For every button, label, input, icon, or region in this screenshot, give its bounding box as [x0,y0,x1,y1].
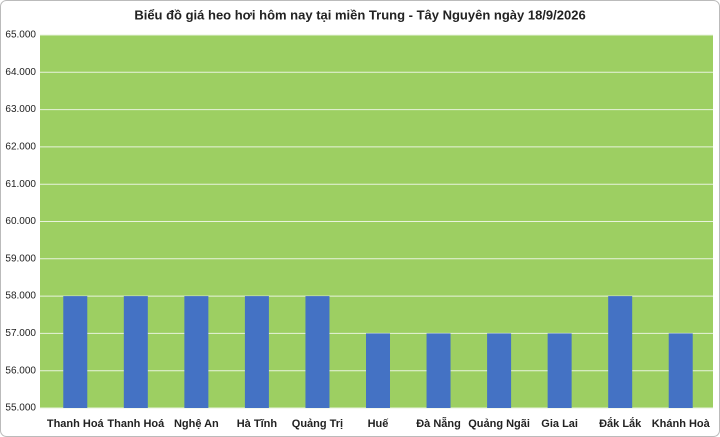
y-tick-label: 61.000 [5,179,36,190]
bar [426,333,451,408]
x-tick-label: Thanh Hoá [107,418,165,430]
bar [608,296,633,408]
bar [123,296,148,408]
y-tick-label: 60.000 [5,216,36,227]
bar [63,296,88,408]
bar [487,333,512,408]
x-tick-label: Đà Nẵng [416,417,461,430]
y-tick-label: 56.000 [5,365,36,376]
x-tick-label: Quảng Ngãi [468,418,530,430]
x-tick-label: Nghệ An [174,418,219,430]
x-tick-label: Khánh Hoà [652,418,711,430]
y-tick-label: 64.000 [5,67,36,78]
y-tick-label: 58.000 [5,291,36,302]
x-tick-label: Hà Tĩnh [237,418,278,430]
y-tick-label: 55.000 [5,403,36,414]
bar [184,296,209,408]
bar [547,333,572,408]
y-tick-label: 63.000 [5,104,36,115]
x-tick-label: Gia Lai [541,418,578,430]
bar [244,296,269,408]
x-tick-label: Huế [368,418,390,430]
y-tick-label: 57.000 [5,328,36,339]
x-tick-label: Quảng Trị [292,418,343,430]
y-tick-label: 62.000 [5,142,36,153]
y-tick-label: 59.000 [5,253,36,264]
bar [305,296,330,408]
y-tick-label: 65.000 [5,30,36,41]
x-tick-label: Đắk Lắk [599,417,642,430]
chart-title: Biểu đồ giá heo hơi hôm nay tại miền Tru… [134,7,585,22]
x-tick-label: Thanh Hoá [47,418,105,430]
bar [366,333,390,408]
bar [668,333,693,408]
